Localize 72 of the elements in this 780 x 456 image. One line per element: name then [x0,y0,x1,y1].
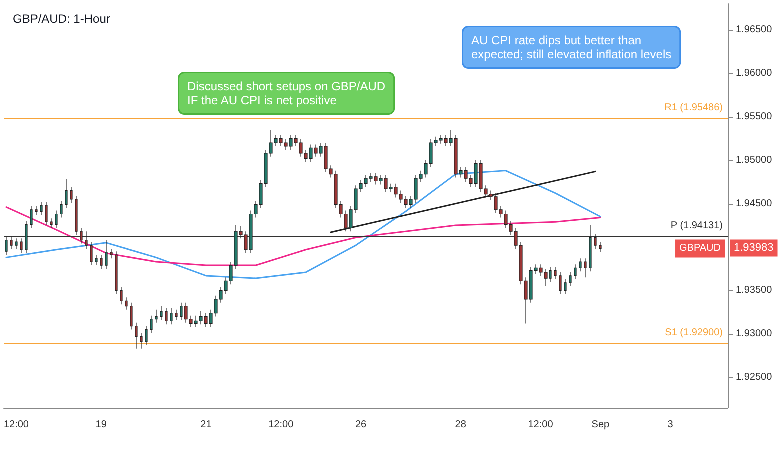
candlestick [155,310,158,324]
candlestick [135,322,138,350]
candlestick [140,332,143,350]
line-series [6,206,602,266]
y-tick-label: 1.95000 [736,154,773,166]
candlestick [150,316,153,334]
annotation: Discussed short setups on GBP/AUD IF the AU CPI is net positive [188,80,386,108]
x-tick-label: 3 [668,420,674,430]
candlestick [115,251,118,294]
candlestick [554,266,557,280]
candlestick [584,258,587,278]
y-tick-label: 1.95500 [736,111,773,122]
annotation: AU CPI rate dips but better than expected; still elevated inflation levels [472,34,672,62]
candlestick [125,297,128,310]
ref-line-label: R1 (1.95486) [664,102,723,114]
x-tick-label: 26 [355,420,368,430]
y-tick-label: 1.92500 [736,372,773,384]
candlestick [10,236,13,250]
x-tick-label: Sep [592,420,610,430]
candlestick [175,310,178,321]
x-tick-label: 28 [455,420,467,430]
y-tick-label: 1.96500 [736,24,773,36]
y-tick-label: 1.93500 [736,285,773,296]
candlestick [35,206,38,216]
candlestick [65,179,68,208]
candlestick [564,279,567,294]
candlestick [110,248,113,259]
candlestick [90,242,93,266]
ref-line-label: S1 (1.92900) [665,327,723,338]
candlestick [160,306,163,321]
candlestick [55,210,58,228]
candlestick [130,302,133,330]
x-tick-label: 21 [200,420,212,430]
x-tick-label: 19 [96,420,108,430]
ref-line-label: P (1.94131) [670,220,723,232]
candlestick [100,254,103,270]
candlestick [20,238,23,254]
text: GBP/AUD: 1-Hour [13,12,110,26]
candlestick [95,254,98,266]
candlestick [589,225,592,272]
candlestick [70,187,73,204]
candlestick [599,242,602,253]
candlestick [45,202,48,226]
candlestick [85,231,88,250]
x-tick-label: 12:00 [4,420,30,430]
candlestick [15,238,18,250]
candlestick [559,272,562,294]
candlestick [594,234,597,250]
candlestick [30,206,33,228]
candlestick [170,308,173,325]
line-series [6,170,602,280]
annotation: GBPAUD [680,243,722,254]
candlestick [60,200,63,218]
y-tick-label: 1.96000 [736,68,773,80]
candlestick [25,220,28,254]
text: 1.93983 [734,242,774,254]
candlestick [40,202,43,216]
candlestick [165,308,168,325]
candlestick [75,196,78,236]
x-tick-label: 12:00 [528,420,554,430]
candlestick [569,272,572,287]
candlestick [574,264,577,280]
candlestick [579,258,582,272]
candlestick [145,326,148,346]
candlestick [105,240,108,270]
candlestick [120,286,123,305]
candlestick [50,218,53,228]
candlestick [5,236,8,256]
x-tick-label: 12:00 [268,420,294,430]
candlestick [80,228,83,244]
y-tick-label: 1.94500 [736,198,773,210]
y-tick-label: 1.93000 [736,328,773,340]
